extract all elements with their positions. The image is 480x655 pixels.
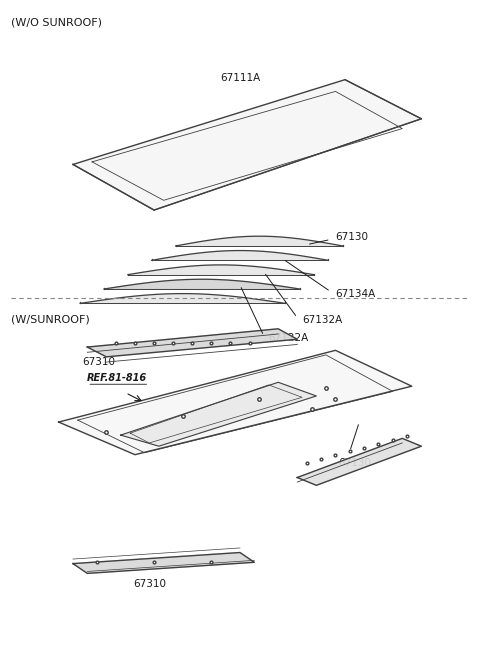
Polygon shape	[59, 350, 412, 455]
Text: 67132A: 67132A	[302, 314, 342, 325]
Text: REF.81-816: REF.81-816	[87, 373, 147, 383]
Text: 67111A: 67111A	[220, 73, 260, 83]
Polygon shape	[152, 251, 328, 260]
Text: 67310: 67310	[133, 578, 166, 589]
Polygon shape	[128, 265, 314, 274]
Polygon shape	[80, 293, 285, 303]
Text: 67122A: 67122A	[269, 333, 309, 343]
Polygon shape	[176, 236, 343, 246]
Polygon shape	[120, 383, 316, 446]
Text: 67130: 67130	[338, 458, 371, 468]
Polygon shape	[104, 279, 300, 289]
Text: (W/SUNROOF): (W/SUNROOF)	[11, 314, 90, 324]
Text: 67310: 67310	[83, 357, 116, 367]
Text: (W/O SUNROOF): (W/O SUNROOF)	[11, 18, 102, 28]
Text: 67134A: 67134A	[336, 289, 376, 299]
Polygon shape	[297, 438, 421, 485]
Polygon shape	[87, 329, 297, 357]
Polygon shape	[73, 553, 254, 573]
Polygon shape	[73, 80, 421, 210]
Text: 67130: 67130	[336, 233, 369, 242]
